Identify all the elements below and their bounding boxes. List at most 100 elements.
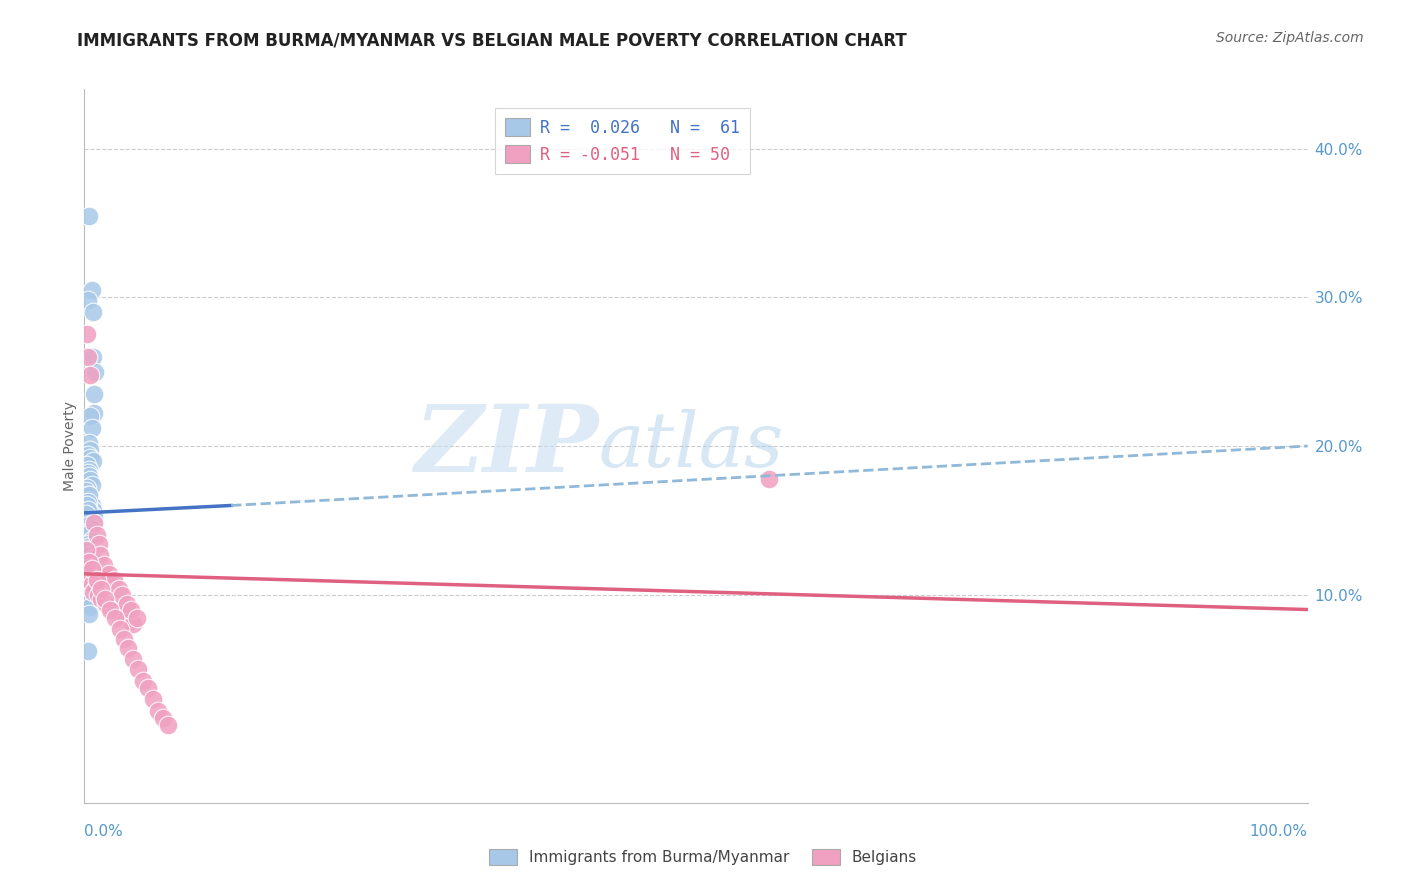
Point (80, 283, 103, 297)
Point (100, 599, 122, 614)
Point (77, 644, 100, 658)
Point (77, 503, 100, 517)
Text: ZIP: ZIP (413, 401, 598, 491)
Point (127, 662, 149, 676)
Point (75, 588, 97, 602)
Text: Source: ZipAtlas.com: Source: ZipAtlas.com (1216, 31, 1364, 45)
Point (122, 651, 145, 665)
Point (117, 641, 139, 656)
Point (77, 463, 100, 477)
Point (83, 510, 105, 524)
Text: 100.0%: 100.0% (1250, 824, 1308, 839)
Point (108, 622, 131, 636)
Point (83, 406, 105, 420)
Point (152, 711, 174, 725)
Point (84, 365, 107, 379)
Point (111, 588, 134, 602)
Point (77, 573, 100, 587)
Point (83, 387, 105, 401)
Point (96, 597, 118, 611)
Point (79, 450, 101, 465)
Point (77, 466, 100, 480)
Point (79, 409, 101, 424)
Point (77, 488, 100, 502)
Point (77, 562, 100, 576)
Point (80, 552, 103, 566)
Point (79, 495, 101, 509)
Point (84, 582, 107, 596)
Legend: Immigrants from Burma/Myanmar, Belgians: Immigrants from Burma/Myanmar, Belgians (482, 843, 924, 871)
Point (77, 525, 100, 540)
Point (77, 573, 100, 587)
Point (114, 611, 136, 625)
Point (77, 577, 100, 591)
Point (90, 592, 112, 607)
Point (75, 555, 97, 569)
Point (80, 592, 103, 607)
Point (156, 718, 179, 732)
Point (82, 503, 104, 517)
Point (86, 528, 108, 542)
Point (98, 602, 121, 616)
Point (122, 617, 145, 632)
Point (75, 566, 97, 581)
Point (75, 483, 97, 498)
Point (112, 632, 135, 647)
Point (77, 488, 100, 502)
Point (82, 454, 104, 468)
Point (105, 602, 128, 616)
Point (76, 499, 98, 513)
Point (76, 558, 98, 572)
Text: atlas: atlas (598, 409, 783, 483)
Point (118, 615, 141, 629)
Point (77, 448, 100, 462)
Point (77, 492, 100, 507)
Point (77, 561, 100, 575)
Point (77, 495, 100, 509)
Point (77, 293, 100, 308)
Point (90, 582, 112, 596)
Point (80, 499, 103, 513)
Point (758, 472, 780, 486)
Point (79, 548, 101, 562)
Point (77, 543, 100, 558)
Point (77, 209, 100, 223)
Point (115, 597, 138, 611)
Text: IMMIGRANTS FROM BURMA/MYANMAR VS BELGIAN MALE POVERTY CORRELATION CHART: IMMIGRANTS FROM BURMA/MYANMAR VS BELGIAN… (77, 31, 907, 49)
Point (79, 582, 101, 596)
Point (83, 516, 105, 531)
Text: 0.0%: 0.0% (84, 824, 124, 839)
Point (79, 473, 101, 487)
Point (79, 513, 101, 527)
Point (104, 611, 127, 625)
Point (75, 508, 97, 522)
Point (76, 458, 98, 473)
Point (79, 566, 101, 580)
Point (77, 555, 100, 569)
Point (89, 548, 111, 562)
Point (103, 573, 125, 587)
Point (87, 537, 110, 551)
Point (76, 481, 98, 495)
Point (87, 588, 110, 602)
Point (146, 704, 169, 718)
Legend: R =  0.026   N =  61, R = -0.051   N = 50: R = 0.026 N = 61, R = -0.051 N = 50 (495, 108, 749, 174)
Point (142, 691, 165, 706)
Point (77, 468, 100, 483)
Point (94, 592, 117, 607)
Point (76, 584, 98, 599)
Point (79, 599, 101, 614)
Point (75, 543, 97, 558)
Point (93, 558, 115, 572)
Y-axis label: Male Poverty: Male Poverty (63, 401, 77, 491)
Point (80, 522, 103, 536)
Point (80, 533, 103, 547)
Point (77, 540, 100, 554)
Point (77, 607, 100, 621)
Point (76, 327, 98, 342)
Point (107, 582, 129, 596)
Point (80, 477, 103, 491)
Point (110, 607, 132, 621)
Point (80, 562, 103, 576)
Point (97, 566, 120, 581)
